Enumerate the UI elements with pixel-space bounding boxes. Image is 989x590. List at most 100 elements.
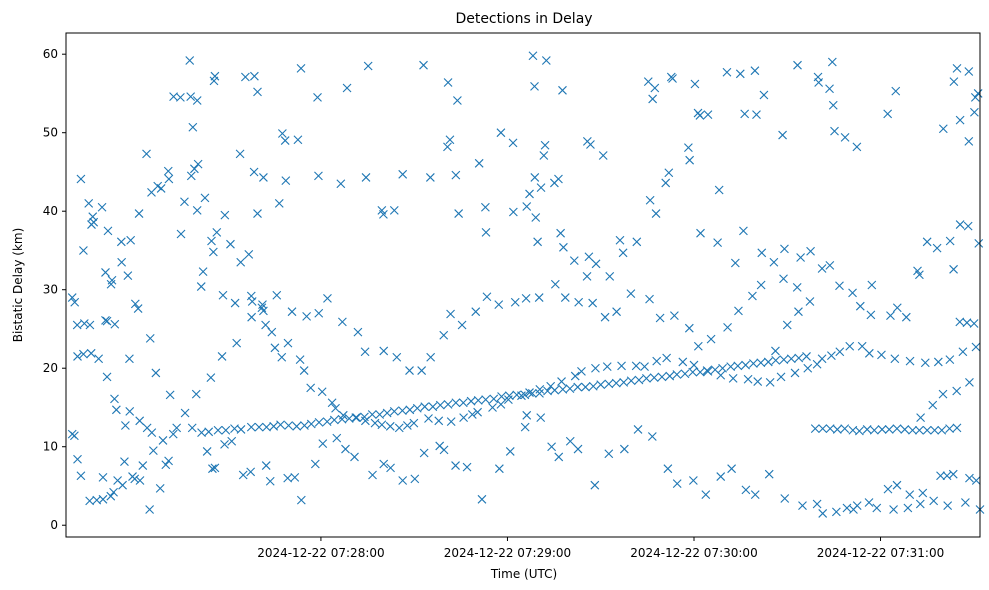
data-point [665,371,675,381]
data-point [723,323,732,332]
data-point [253,87,262,97]
data-point [135,476,145,485]
data-point [558,385,568,394]
data-point [473,396,483,405]
data-point [236,257,246,267]
data-point [125,407,135,416]
data-point [204,427,214,437]
data-point [598,151,608,160]
data-point [922,237,932,247]
data-point [648,94,658,104]
data-point [932,243,942,253]
data-point [397,406,407,415]
data-point [915,499,925,509]
data-point [299,366,309,375]
data-point [331,403,340,413]
data-point [337,414,347,424]
data-point [710,365,720,375]
data-point [79,349,88,359]
data-point [908,425,917,435]
data-point [247,312,256,322]
data-point [272,290,282,300]
data-point [573,382,583,392]
data-point [467,410,477,419]
data-point [217,352,227,361]
data-point [612,307,621,317]
data-point [185,56,195,65]
y-tick-label: 40 [43,204,58,218]
data-point [218,290,228,300]
data-point [678,357,688,367]
data-point [482,292,492,302]
data-point [210,71,220,81]
data-point [565,384,575,394]
data-point [756,358,766,368]
data-point [428,402,438,412]
data-point [453,96,462,105]
data-point [748,291,757,301]
data-point [193,159,203,169]
data-point [70,297,80,307]
data-point [164,456,173,466]
data-point [103,226,113,236]
chart-title: Detections in Delay [455,11,592,27]
data-point [955,115,965,125]
data-point [842,503,852,513]
data-point [929,496,939,506]
data-point [101,268,110,277]
data-point [664,168,674,178]
data-point [363,61,373,71]
data-point [952,386,962,396]
data-point [604,449,614,459]
data-point [451,170,461,180]
data-point [287,307,297,317]
data-point [360,412,369,422]
data-point [818,509,828,518]
data-point [748,359,758,368]
data-point [361,173,371,182]
data-point [350,452,359,462]
data-point [936,471,945,481]
data-point [494,464,504,474]
data-point [106,279,116,289]
data-point [886,311,895,321]
data-point [425,173,435,182]
data-point [864,348,874,358]
data-point [310,459,320,469]
data-point [570,371,580,381]
data-point [827,351,836,361]
x-tick-label: 2024-12-22 07:29:00 [444,546,571,560]
data-point [296,63,306,73]
data-point [794,307,803,317]
data-point [89,217,99,227]
data-point [283,338,293,348]
data-point [661,178,671,188]
data-point [439,445,449,455]
data-point [235,149,245,159]
data-point [695,111,705,120]
data-point [877,425,887,434]
data-point [73,454,82,464]
data-point [872,503,882,513]
data-point [176,229,186,239]
data-point [690,79,700,89]
data-point [866,310,876,320]
data-point [730,258,740,268]
data-points [67,51,985,518]
data-point [786,354,796,364]
data-point [443,78,453,87]
data-point [379,209,388,219]
data-point [565,436,575,446]
data-point [670,311,679,321]
data-point [419,448,429,458]
data-point [323,293,332,303]
data-point [471,307,481,317]
data-point [313,92,322,102]
data-point [142,149,151,159]
data-point [283,473,293,483]
data-point [409,418,419,428]
data-point [672,370,682,379]
data-point [792,282,802,292]
data-point [631,361,641,371]
